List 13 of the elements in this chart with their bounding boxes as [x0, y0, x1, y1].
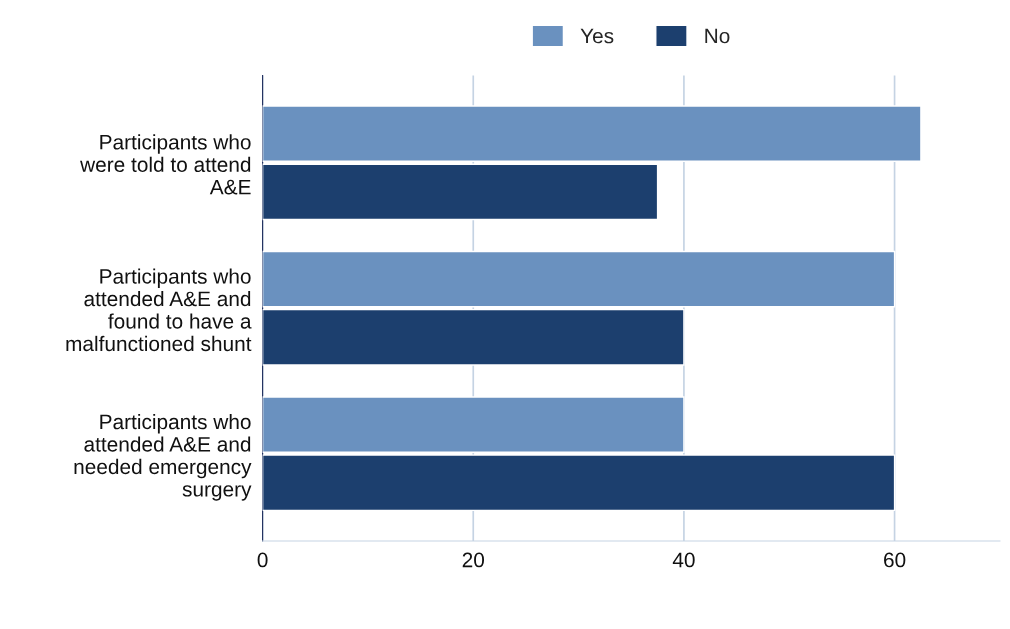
legend-label: No [705, 28, 730, 44]
x-tick-label: 40 [672, 552, 695, 568]
bar [262, 105, 922, 162]
bar [262, 163, 659, 221]
x-tick-label: 60 [884, 552, 906, 568]
x-tick-label: 0 [257, 552, 268, 568]
legend-label: Yes [580, 28, 614, 44]
y-tick-label: Participants who attended A&E and needed emergency surgery [74, 413, 252, 501]
bar [262, 250, 896, 308]
x-tick-label: 20 [462, 552, 485, 568]
bar [262, 308, 685, 366]
y-tick-label: Participants who were told to attend A&E [80, 134, 251, 195]
y-tick-label: Participants who attended A&E and found to have a malfunctioned shunt [66, 268, 252, 352]
